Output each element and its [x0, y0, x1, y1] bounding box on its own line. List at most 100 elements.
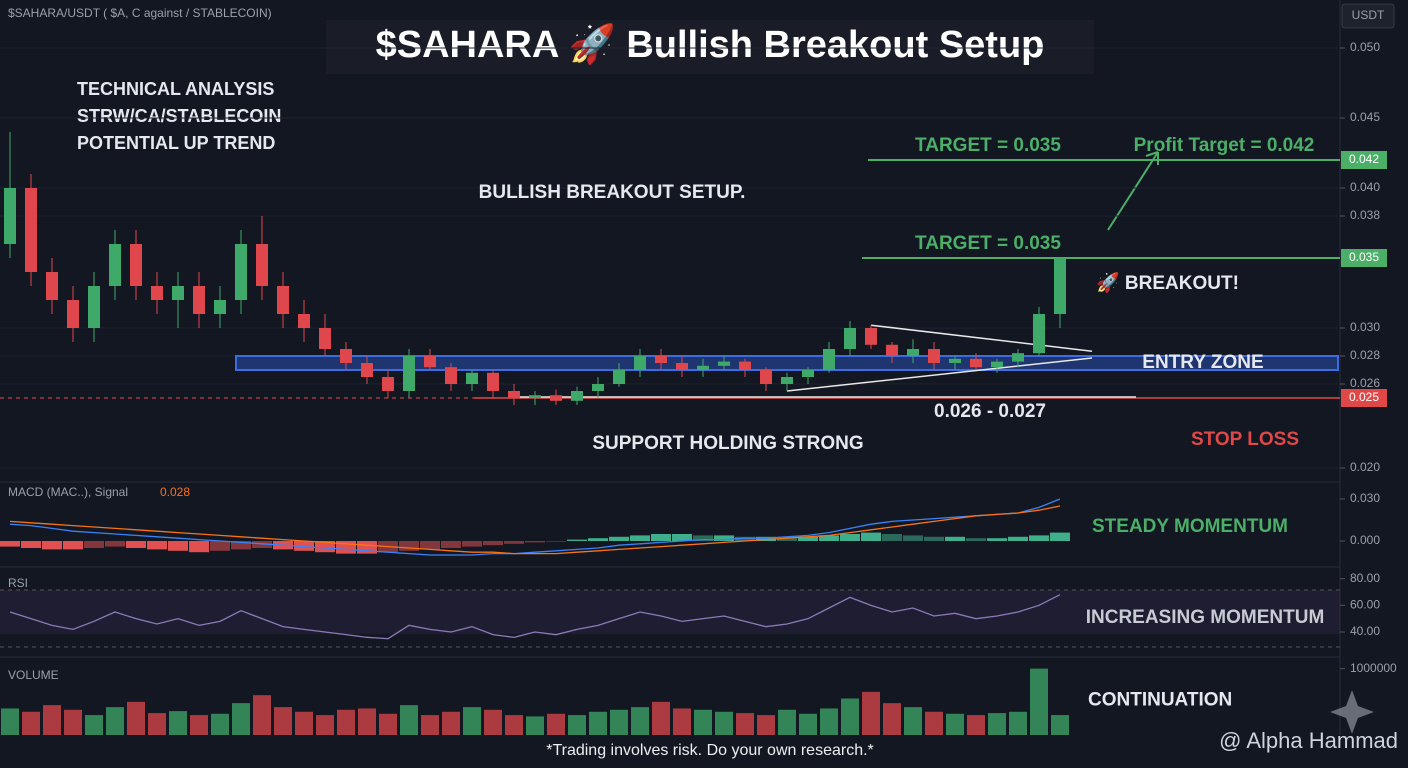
candle-body — [508, 391, 520, 398]
volume-bar — [64, 709, 82, 735]
macd-histogram — [420, 541, 440, 550]
volume-bar — [85, 715, 103, 735]
candle-body — [949, 358, 961, 363]
volume-bar — [925, 711, 943, 735]
macd-histogram — [924, 536, 944, 541]
candle-body — [256, 244, 268, 286]
signal-line — [9, 505, 1061, 555]
macd-histogram — [84, 541, 104, 548]
candle-body — [172, 286, 184, 300]
level-box — [1341, 389, 1387, 407]
volume-bar — [1, 708, 19, 735]
macd-histogram — [651, 534, 671, 541]
volume-bar — [22, 711, 40, 735]
panel-title: RSI — [8, 576, 28, 590]
candle-body — [928, 349, 940, 363]
volume-bar — [379, 713, 397, 735]
candle-body — [571, 391, 583, 401]
candle-body — [25, 188, 37, 272]
level-label: STOP LOSS — [1191, 429, 1299, 450]
candle-body — [529, 395, 541, 398]
volume-bar — [358, 708, 376, 735]
currency-box — [1341, 3, 1395, 29]
volume-bar — [274, 707, 292, 735]
title-box — [326, 20, 1094, 74]
volume-bar — [211, 713, 229, 735]
macd-histogram — [189, 541, 209, 553]
macd-histogram — [42, 541, 62, 550]
volume-bar — [820, 708, 838, 735]
candle-body — [613, 370, 625, 384]
volume-bar — [148, 713, 166, 735]
macd-histogram — [1050, 532, 1070, 541]
disclaimer: *Trading involves risk. Do your own rese… — [546, 742, 874, 759]
volume-bar — [988, 713, 1006, 735]
macd-histogram — [525, 541, 545, 543]
sparkle-icon — [1330, 690, 1374, 734]
volume-bar — [778, 709, 796, 735]
volume-bar — [43, 705, 61, 735]
volume-bar — [673, 708, 691, 735]
macd-line — [9, 498, 1061, 556]
note: TECHNICAL ANALYSIS — [77, 79, 274, 99]
signal-value: 0.028 — [160, 485, 190, 499]
candle-body — [781, 377, 793, 384]
macd-histogram — [231, 541, 251, 550]
y-tick-label: 40.00 — [1350, 624, 1380, 638]
volume-bar — [400, 705, 418, 735]
volume-bar — [337, 709, 355, 735]
y-tick-label: 0.038 — [1350, 208, 1380, 222]
macd-histogram — [399, 541, 419, 551]
candle-body — [634, 356, 646, 370]
zone-label: ENTRY ZONE — [1142, 352, 1263, 373]
level-box — [1341, 151, 1387, 169]
y-tick-label: 0.040 — [1350, 180, 1380, 194]
macd-histogram — [504, 541, 524, 544]
candle-body — [487, 372, 499, 391]
candle-body — [193, 286, 205, 314]
candle-body — [865, 328, 877, 345]
candle-body — [970, 358, 982, 368]
annotation: STEADY MOMENTUM — [1092, 516, 1288, 537]
macd-histogram — [714, 535, 734, 541]
candle-body — [424, 356, 436, 368]
volume-bar — [442, 711, 460, 735]
credit: @ Alpha Hammad — [1219, 728, 1398, 753]
candle-body — [1033, 314, 1045, 354]
level-value: 0.025 — [1349, 390, 1379, 404]
candle-body — [550, 395, 562, 401]
candle-body — [298, 314, 310, 328]
volume-bar — [484, 709, 502, 735]
symbol: $SAHARA/USDT ( $A, C against / STABLECOI… — [8, 6, 272, 20]
annotation: INCREASING MOMENTUM — [1086, 607, 1325, 628]
macd-histogram — [630, 535, 650, 541]
y-tick-label: 0.050 — [1350, 40, 1380, 54]
y-tick-label: 0.020 — [1350, 460, 1380, 474]
candle-body — [235, 244, 247, 300]
y-tick-label: 0.030 — [1350, 491, 1380, 505]
y-tick-label: 0.045 — [1350, 110, 1380, 124]
volume-bar — [463, 707, 481, 735]
macd-histogram — [945, 536, 965, 541]
candle-body — [340, 349, 352, 363]
macd-histogram — [903, 535, 923, 541]
volume-bar — [610, 709, 628, 735]
macd-histogram — [63, 541, 83, 550]
macd-histogram — [819, 535, 839, 541]
macd-histogram — [693, 535, 713, 541]
volume-bar — [652, 701, 670, 735]
volume-bar — [1030, 668, 1048, 735]
volume-bar — [946, 713, 964, 735]
candle-body — [739, 361, 751, 370]
triangle-lower — [786, 357, 1093, 392]
macd-histogram — [987, 538, 1007, 541]
candle-body — [1054, 258, 1066, 314]
volume-bar — [1051, 715, 1069, 735]
macd-histogram — [462, 541, 482, 547]
volume-bar — [316, 715, 334, 735]
candle-body — [403, 356, 415, 391]
candle-body — [214, 300, 226, 314]
volume-bar — [505, 715, 523, 735]
